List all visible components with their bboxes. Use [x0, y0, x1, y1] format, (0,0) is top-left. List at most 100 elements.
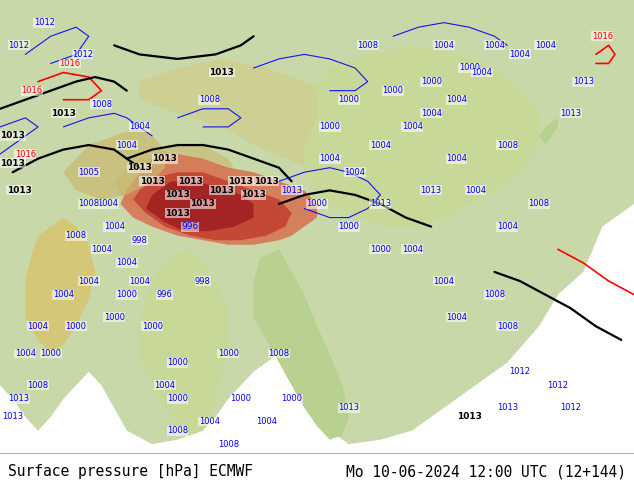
- Text: 1012: 1012: [547, 381, 569, 390]
- Text: 1008: 1008: [91, 100, 112, 109]
- Text: 1013: 1013: [178, 177, 203, 186]
- Text: 1004: 1004: [27, 322, 49, 331]
- Text: 1013: 1013: [209, 68, 235, 77]
- Text: 1004: 1004: [116, 258, 138, 268]
- Text: 1012: 1012: [34, 18, 55, 27]
- Polygon shape: [25, 218, 95, 354]
- Text: 1000: 1000: [338, 222, 359, 231]
- Text: 1013: 1013: [2, 413, 23, 421]
- Text: 1000: 1000: [141, 322, 163, 331]
- Text: 1004: 1004: [116, 141, 138, 149]
- Text: 1004: 1004: [401, 122, 423, 131]
- Text: 1004: 1004: [446, 95, 467, 104]
- Polygon shape: [133, 172, 292, 240]
- Text: 1013: 1013: [8, 394, 30, 403]
- Text: 1008: 1008: [496, 322, 518, 331]
- Text: 1013: 1013: [209, 186, 235, 195]
- Text: 1008: 1008: [528, 199, 550, 208]
- Text: 1016: 1016: [592, 32, 613, 41]
- Text: 1013: 1013: [420, 186, 442, 195]
- Polygon shape: [63, 127, 165, 199]
- Text: 1000: 1000: [319, 122, 340, 131]
- Text: 1004: 1004: [420, 109, 442, 118]
- Text: 1012: 1012: [72, 50, 93, 59]
- Text: 1013: 1013: [573, 77, 594, 86]
- Text: 1004: 1004: [509, 50, 531, 59]
- Text: 1004: 1004: [97, 199, 119, 208]
- Text: 1016: 1016: [21, 86, 42, 95]
- Text: 1013: 1013: [6, 186, 32, 195]
- Text: 1004: 1004: [446, 154, 467, 163]
- Text: 1008: 1008: [27, 381, 49, 390]
- Text: 1013: 1013: [496, 403, 518, 413]
- Text: 1008: 1008: [484, 290, 505, 299]
- Text: 1013: 1013: [165, 209, 190, 218]
- Text: 1004: 1004: [465, 186, 486, 195]
- Text: 1004: 1004: [53, 290, 74, 299]
- Text: 1013: 1013: [338, 403, 359, 413]
- Text: 1000: 1000: [370, 245, 391, 254]
- Text: 1013: 1013: [370, 199, 391, 208]
- Text: 1000: 1000: [40, 349, 61, 358]
- Text: 1000: 1000: [382, 86, 404, 95]
- Text: 1000: 1000: [281, 394, 302, 403]
- Text: 1000: 1000: [103, 313, 125, 322]
- Text: 1000: 1000: [338, 95, 359, 104]
- Text: 1013: 1013: [228, 177, 254, 186]
- Text: 1008: 1008: [78, 199, 100, 208]
- Text: 1013: 1013: [165, 191, 190, 199]
- Text: 1004: 1004: [319, 154, 340, 163]
- Text: 1013: 1013: [254, 177, 279, 186]
- Text: 1000: 1000: [230, 394, 252, 403]
- Text: 1008: 1008: [496, 141, 518, 149]
- Text: 1004: 1004: [484, 41, 505, 50]
- Text: 1004: 1004: [129, 276, 150, 286]
- Text: 1004: 1004: [78, 276, 100, 286]
- Text: 1004: 1004: [129, 122, 150, 131]
- Text: 1004: 1004: [471, 68, 493, 77]
- Text: 1004: 1004: [198, 417, 220, 426]
- Polygon shape: [0, 0, 634, 444]
- Text: 1012: 1012: [560, 403, 581, 413]
- Text: 1000: 1000: [458, 64, 480, 73]
- Text: 1013: 1013: [51, 109, 76, 118]
- Text: 1004: 1004: [534, 41, 556, 50]
- Text: 1004: 1004: [446, 313, 467, 322]
- Text: 1004: 1004: [401, 245, 423, 254]
- Text: 1000: 1000: [306, 199, 328, 208]
- Text: 1013: 1013: [281, 186, 302, 195]
- Text: 1013: 1013: [152, 154, 178, 163]
- Text: 1013: 1013: [456, 413, 482, 421]
- Text: 1004: 1004: [103, 222, 125, 231]
- Text: 1000: 1000: [167, 394, 188, 403]
- Text: 998: 998: [195, 276, 211, 286]
- Polygon shape: [139, 249, 228, 435]
- Text: 1005: 1005: [78, 168, 100, 177]
- Text: Mo 10-06-2024 12:00 UTC (12+144): Mo 10-06-2024 12:00 UTC (12+144): [346, 464, 626, 479]
- Text: 1013: 1013: [190, 199, 216, 208]
- Text: 1012: 1012: [509, 367, 531, 376]
- Text: 1012: 1012: [8, 41, 30, 50]
- Text: 1013: 1013: [560, 109, 581, 118]
- Text: 1000: 1000: [167, 358, 188, 367]
- Text: 1004: 1004: [433, 276, 455, 286]
- Text: 1013: 1013: [0, 159, 25, 168]
- Text: 1008: 1008: [198, 95, 220, 104]
- Text: Surface pressure [hPa] ECMWF: Surface pressure [hPa] ECMWF: [8, 464, 252, 479]
- Text: 1008: 1008: [357, 41, 378, 50]
- Text: 1008: 1008: [268, 349, 290, 358]
- Polygon shape: [146, 181, 254, 231]
- Text: 1000: 1000: [116, 290, 138, 299]
- Polygon shape: [539, 118, 558, 145]
- Text: 1004: 1004: [370, 141, 391, 149]
- Text: 1004: 1004: [256, 417, 277, 426]
- Text: 1008: 1008: [217, 440, 239, 449]
- Text: 1008: 1008: [65, 231, 87, 240]
- Text: 1004: 1004: [344, 168, 366, 177]
- Text: 1000: 1000: [217, 349, 239, 358]
- Text: 1000: 1000: [420, 77, 442, 86]
- Polygon shape: [114, 145, 241, 218]
- Text: 1013: 1013: [241, 191, 266, 199]
- Text: 1004: 1004: [15, 349, 36, 358]
- Text: 1013: 1013: [139, 177, 165, 186]
